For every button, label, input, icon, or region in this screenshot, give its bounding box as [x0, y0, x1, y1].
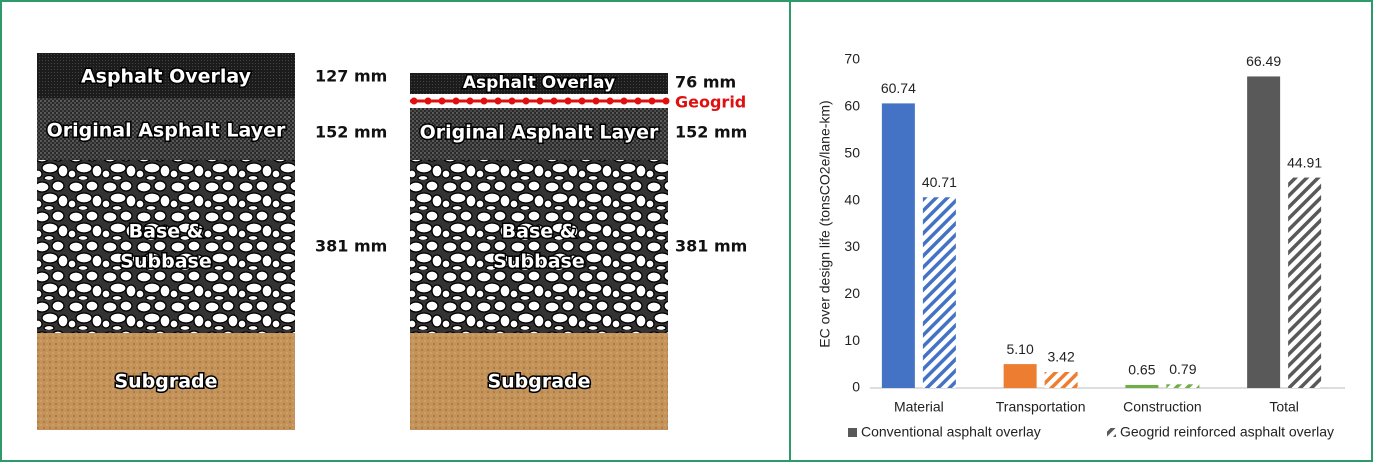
geogrid-node	[551, 98, 558, 105]
geogrid-node	[565, 98, 572, 105]
thickness: 152 mm	[675, 123, 747, 142]
geogrid-node	[481, 98, 488, 105]
y-tick-label: 60	[844, 98, 860, 114]
layer-label: Subgrade	[114, 371, 217, 393]
geogrid-node	[649, 98, 656, 105]
y-tick-label: 20	[844, 285, 860, 301]
x-tick-label: Transportation	[996, 399, 1086, 415]
y-tick-label: 50	[844, 144, 860, 160]
bar	[882, 103, 915, 388]
value-label: 0.65	[1128, 362, 1155, 378]
bar	[1045, 372, 1078, 388]
y-tick-label: 70	[844, 51, 860, 67]
figure: Asphalt Overlay Original Asphalt Layer B…	[0, 0, 1373, 462]
geogrid-node	[509, 98, 516, 105]
geogrid-node	[439, 98, 446, 105]
value-label: 44.91	[1287, 154, 1322, 170]
bar	[1125, 385, 1158, 388]
geogrid-node	[495, 98, 502, 105]
thickness: 152 mm	[315, 123, 387, 142]
value-label: 40.71	[922, 174, 957, 190]
thickness: 76 mm	[675, 73, 736, 92]
geogrid-node	[411, 98, 418, 105]
geogrid-node	[579, 98, 586, 105]
geogrid-node	[537, 98, 544, 105]
value-label: 5.10	[1007, 341, 1034, 357]
base-layer	[37, 160, 295, 333]
bar	[923, 197, 956, 388]
geogrid-label: Geogrid	[675, 93, 746, 112]
y-tick-label: 30	[844, 238, 860, 254]
value-label: 0.79	[1169, 361, 1196, 377]
layer-label: Subbase	[120, 251, 211, 273]
geogrid-node	[593, 98, 600, 105]
geogrid-node	[467, 98, 474, 105]
geogrid-node	[663, 98, 670, 105]
value-label: 60.74	[881, 80, 916, 96]
layer-label: Base &	[129, 221, 204, 243]
geogrid-node	[635, 98, 642, 105]
layer-label: Asphalt Overlay	[463, 73, 615, 93]
thickness: 127 mm	[315, 67, 387, 86]
geogrid-node	[607, 98, 614, 105]
y-tick-label: 10	[844, 332, 860, 348]
value-label: 3.42	[1048, 349, 1075, 365]
legend-label: Geogrid reinforced asphalt overlay	[1120, 424, 1334, 440]
layer-label: Original Asphalt Layer	[420, 122, 659, 144]
geogrid-node	[453, 98, 460, 105]
geogrid-node	[425, 98, 432, 105]
layer-label: Subbase	[493, 251, 584, 273]
layer-label: Asphalt Overlay	[81, 66, 252, 88]
bar	[1166, 384, 1199, 388]
base-layer	[410, 160, 668, 333]
bar	[1288, 178, 1321, 388]
x-tick-label: Material	[894, 399, 944, 415]
x-tick-label: Total	[1269, 399, 1299, 415]
geogrid-node	[621, 98, 628, 105]
layer-label: Base &	[502, 221, 577, 243]
legend-swatch	[848, 428, 857, 437]
layer-label: Subgrade	[487, 371, 590, 393]
thickness: 381 mm	[315, 237, 387, 256]
bar	[1247, 76, 1280, 388]
thickness: 381 mm	[675, 237, 747, 256]
bar	[1004, 364, 1037, 388]
geogrid-node	[523, 98, 530, 105]
value-label: 66.49	[1246, 53, 1281, 69]
legend-label: Conventional asphalt overlay	[861, 424, 1041, 440]
y-tick-label: 0	[852, 379, 860, 395]
layer-label: Original Asphalt Layer	[47, 120, 286, 142]
y-axis-label: EC over design life (tonsCO2e/lane-km)	[817, 100, 833, 347]
y-tick-label: 40	[844, 191, 860, 207]
x-tick-label: Construction	[1123, 399, 1202, 415]
legend-swatch	[1107, 428, 1116, 437]
